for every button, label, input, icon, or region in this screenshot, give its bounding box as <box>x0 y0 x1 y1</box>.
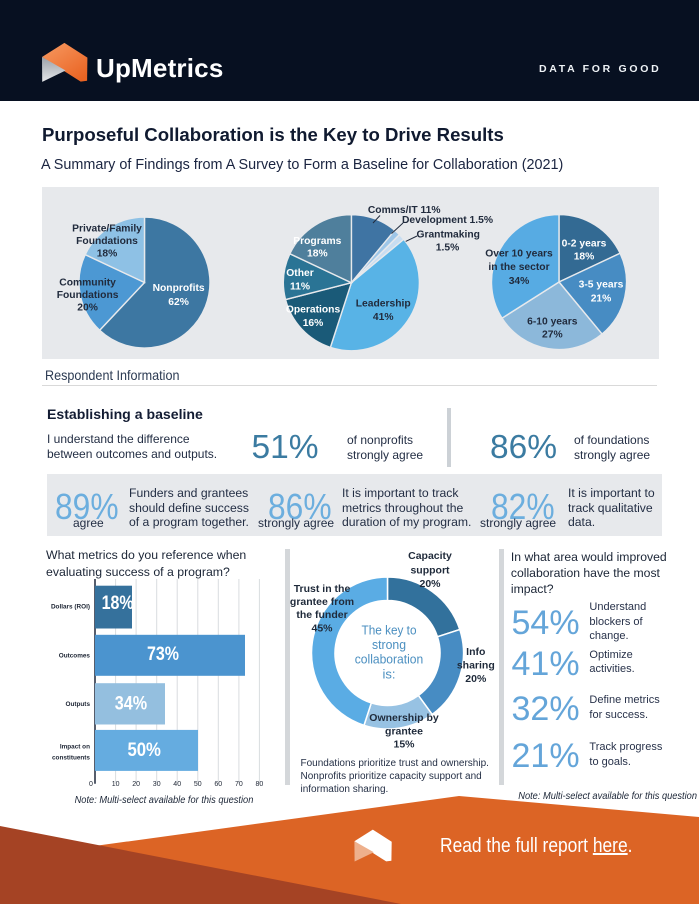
svg-text:34%: 34% <box>509 276 530 287</box>
svg-text:Outcomes: Outcomes <box>59 653 91 660</box>
svg-text:Operations: Operations <box>286 305 341 316</box>
svg-text:18%: 18% <box>574 252 595 263</box>
svg-text:is:: is: <box>383 666 396 681</box>
svg-text:21%: 21% <box>591 294 612 305</box>
svg-text:18%: 18% <box>97 249 118 260</box>
svg-text:0-2 years: 0-2 years <box>562 239 607 250</box>
svg-text:Other: Other <box>286 268 313 279</box>
svg-text:the funder: the funder <box>296 609 347 621</box>
svg-text:in the sector: in the sector <box>488 262 549 273</box>
svg-text:80: 80 <box>256 781 264 788</box>
svg-text:3-5 years: 3-5 years <box>579 280 624 291</box>
svg-text:support: support <box>410 564 450 576</box>
svg-text:Capacity: Capacity <box>408 550 452 562</box>
svg-text:Foundations: Foundations <box>76 236 138 247</box>
svg-text:30: 30 <box>153 781 161 788</box>
svg-text:Community: Community <box>59 278 116 289</box>
svg-text:15%: 15% <box>393 739 415 751</box>
svg-text:collaboration: collaboration <box>355 652 424 667</box>
svg-text:Impact on: Impact on <box>60 744 90 751</box>
svg-text:Grantmaking: Grantmaking <box>416 230 480 241</box>
svg-text:Nonprofits: Nonprofits <box>153 283 205 294</box>
svg-text:Private/Family: Private/Family <box>72 224 142 235</box>
svg-text:60: 60 <box>214 781 222 788</box>
svg-text:20%: 20% <box>77 303 98 314</box>
svg-text:73%: 73% <box>147 644 179 665</box>
svg-text:20%: 20% <box>465 673 487 685</box>
svg-text:45%: 45% <box>311 622 333 634</box>
svg-text:40: 40 <box>173 781 181 788</box>
svg-text:34%: 34% <box>115 693 147 714</box>
svg-text:50%: 50% <box>127 740 161 761</box>
svg-text:Ownership by: Ownership by <box>369 712 439 724</box>
svg-text:62%: 62% <box>168 297 189 308</box>
svg-text:sharing: sharing <box>457 660 495 672</box>
svg-text:Leadership: Leadership <box>356 299 411 310</box>
svg-text:constituents: constituents <box>52 755 90 762</box>
svg-text:Info: Info <box>466 646 485 658</box>
svg-text:Outputs: Outputs <box>66 701 91 708</box>
svg-text:20%: 20% <box>419 578 441 590</box>
svg-text:grantee from: grantee from <box>290 596 354 608</box>
svg-text:70: 70 <box>235 781 243 788</box>
svg-text:Foundations: Foundations <box>57 290 119 301</box>
svg-text:20: 20 <box>132 781 140 788</box>
svg-text:The key to: The key to <box>362 623 417 638</box>
svg-text:Trust in the: Trust in the <box>294 583 351 595</box>
svg-text:16%: 16% <box>303 318 324 329</box>
svg-text:18%: 18% <box>102 593 134 614</box>
svg-text:1.5%: 1.5% <box>436 243 459 254</box>
svg-text:strong: strong <box>372 637 406 652</box>
svg-text:18%: 18% <box>307 249 328 260</box>
svg-text:Dollars (ROI): Dollars (ROI) <box>51 604 90 611</box>
svg-text:grantee: grantee <box>385 726 423 738</box>
svg-text:Over 10 years: Over 10 years <box>485 249 553 260</box>
svg-text:10: 10 <box>112 781 120 788</box>
svg-text:Comms/IT 11%: Comms/IT 11% <box>368 205 441 216</box>
svg-text:Development 1.5%: Development 1.5% <box>402 215 493 226</box>
svg-text:Programs: Programs <box>293 236 341 247</box>
svg-text:6-10 years: 6-10 years <box>527 317 578 328</box>
svg-text:11%: 11% <box>290 282 310 293</box>
svg-text:50: 50 <box>194 781 202 788</box>
svg-text:27%: 27% <box>542 330 563 341</box>
svg-text:41%: 41% <box>373 312 394 323</box>
svg-text:0: 0 <box>89 781 93 788</box>
